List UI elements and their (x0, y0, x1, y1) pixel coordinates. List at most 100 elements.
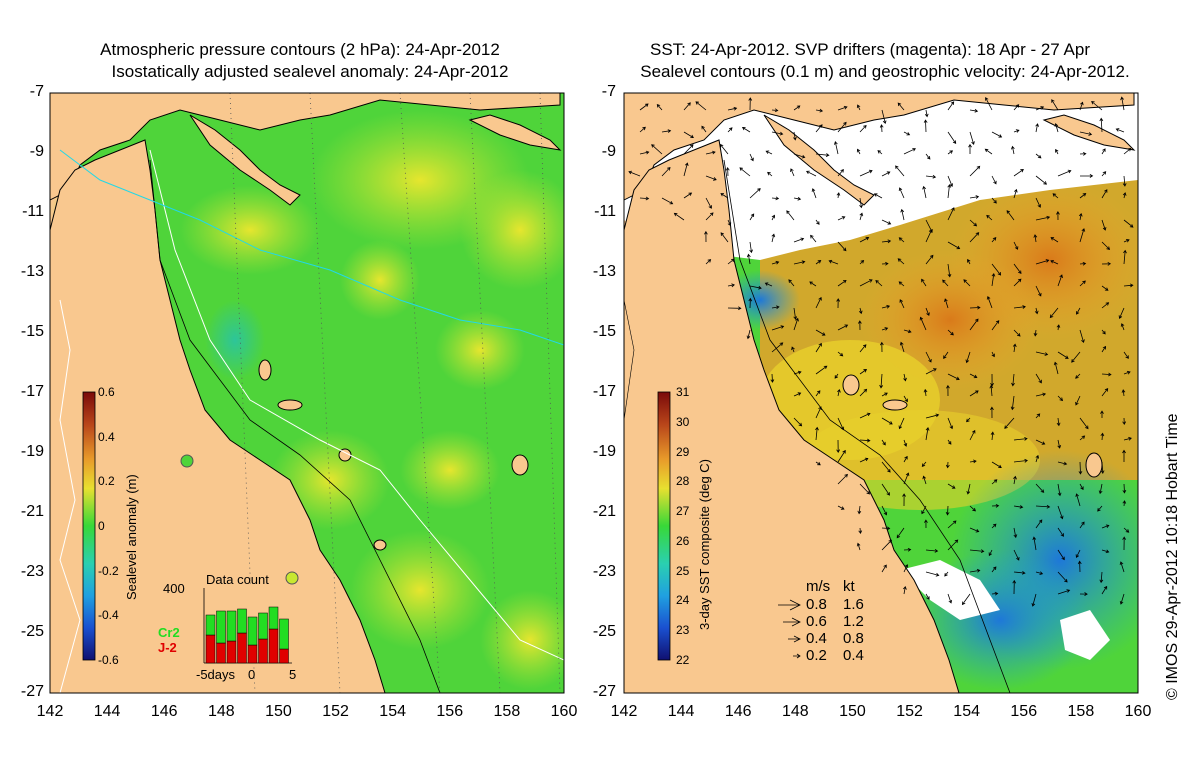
velocity-arrow (1013, 129, 1020, 133)
velocity-arrow (1035, 504, 1051, 509)
velocity-arrow (727, 258, 735, 265)
velocity-arrow (947, 263, 952, 278)
velocity-arrow (837, 417, 845, 431)
velocity-arrow (859, 388, 868, 397)
velocity-arrow (1011, 145, 1015, 155)
colorbar-tick-label: 27 (676, 504, 690, 519)
velocity-arrow (969, 505, 976, 512)
sst-map (624, 93, 1138, 693)
velocity-arrow (1035, 454, 1040, 463)
velocity-arrow (1055, 148, 1059, 155)
velocity-arrow (1121, 389, 1126, 397)
velocity-arrow (990, 406, 994, 419)
velocity-arrow (767, 171, 773, 177)
right-title-line1: SST: 24-Apr-2012. SVP drifters (magenta)… (649, 40, 1091, 59)
velocity-arrow (1076, 307, 1081, 315)
velocity-arrow (881, 505, 888, 516)
velocity-arrow (836, 439, 841, 453)
velocity-arrow (788, 279, 795, 287)
velocity-arrow (1056, 324, 1061, 331)
velocity-arrow (815, 406, 822, 419)
latitude-tick-label: -9 (601, 143, 616, 160)
velocity-arrow (1098, 483, 1103, 495)
velocity-arrow (1057, 571, 1068, 583)
latitude-tick-label: -23 (20, 563, 44, 580)
velocity-arrow (924, 109, 929, 118)
inset-y-tick: 400 (163, 581, 185, 596)
colorbar-tick-label: 0 (98, 519, 105, 533)
velocity-arrow (1099, 571, 1104, 584)
velocity-arrow (1119, 561, 1125, 573)
velocity-arrow (898, 237, 905, 243)
latitude-tick-label: -19 (20, 443, 44, 460)
velocity-arrow (1035, 259, 1050, 265)
histogram-bar-j2 (247, 644, 258, 664)
histogram-bar-j2 (226, 640, 237, 664)
velocity-arrow (945, 461, 950, 469)
velocity-arrow (1034, 307, 1039, 315)
velocity-arrow (815, 219, 820, 225)
velocity-arrow (922, 185, 927, 199)
velocity-arrow (1013, 505, 1024, 509)
velocity-arrow (1101, 241, 1111, 250)
velocity-arrow (991, 461, 1002, 468)
velocity-arrow (1075, 493, 1081, 507)
velocity-arrow (1035, 373, 1042, 384)
velocity-arrow (1077, 560, 1082, 573)
velocity-arrow (705, 197, 712, 209)
velocity-arrow (1101, 329, 1106, 335)
velocity-arrow (1013, 169, 1024, 177)
velocity-arrow (1013, 104, 1020, 111)
colorbar-tick-label: 0.6 (98, 385, 115, 399)
velocity-arrow (1079, 174, 1094, 178)
velocity-arrow (705, 150, 716, 155)
velocity-arrow (873, 193, 883, 199)
velocity-arrow (793, 153, 806, 159)
velocity-arrow (1101, 302, 1110, 309)
velocity-arrow (836, 192, 841, 199)
velocity-arrow (925, 229, 933, 243)
velocity-arrow (1079, 131, 1093, 136)
velocity-arrow (1050, 260, 1059, 265)
velocity-arrow (944, 298, 949, 309)
velocity-arrow (857, 505, 862, 515)
velocity-arrow (969, 165, 981, 177)
velocity-arrow (877, 150, 883, 155)
velocity-arrow (1079, 101, 1084, 111)
longitude-tick-label: 156 (1010, 703, 1038, 720)
velocity-arrow (922, 475, 927, 485)
sst-colorbar-label: 3-day SST composite (deg C) (697, 459, 712, 630)
velocity-arrow (1123, 239, 1130, 243)
velocity-arrow (771, 305, 780, 310)
latitude-tick-label: -27 (20, 683, 44, 700)
velocity-arrow (673, 212, 685, 221)
velocity-arrow (902, 493, 906, 507)
velocity-legend-kt: 0.8 (843, 630, 864, 647)
longitude-tick-label: 158 (493, 703, 521, 720)
velocity-arrow (881, 304, 891, 309)
velocity-legend-ms: 0.2 (806, 647, 827, 664)
velocity-arrow (969, 108, 979, 113)
velocity-arrow (815, 329, 826, 336)
velocity-arrow (969, 232, 980, 243)
velocity-arrow (966, 417, 971, 423)
longitude-tick-label: 160 (1124, 703, 1152, 720)
longitude-tick-label: 148 (207, 703, 235, 720)
velocity-arrow (991, 320, 1000, 331)
velocity-arrow (991, 263, 1002, 276)
velocity-arrow (1013, 458, 1028, 463)
velocity-arrow (1035, 153, 1042, 159)
velocity-arrow (1033, 234, 1038, 243)
velocity-arrow (989, 384, 994, 397)
velocity-arrow (900, 208, 905, 221)
velocity-arrow (1057, 505, 1064, 520)
velocity-arrow (859, 197, 863, 209)
velocity-arrow (661, 197, 674, 205)
velocity-arrow (969, 429, 976, 441)
velocity-arrow (1120, 323, 1125, 331)
velocity-arrow (749, 188, 761, 199)
velocity-arrow (1079, 228, 1086, 243)
velocity-arrow (815, 153, 830, 157)
right-title-line2: Sealevel contours (0.1 m) and geostrophi… (640, 62, 1130, 81)
